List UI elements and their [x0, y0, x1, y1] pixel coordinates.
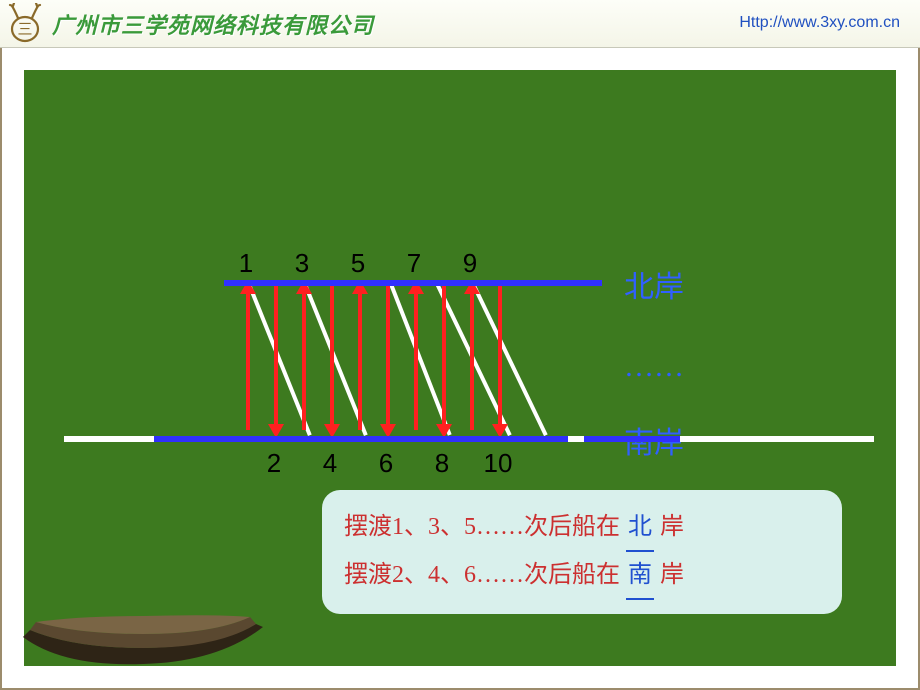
ferry-arrow — [274, 286, 278, 430]
ferry-arrow — [302, 286, 306, 430]
ellipsis-label: …… — [624, 350, 684, 384]
answer-line-1-suffix: 岸 — [660, 514, 684, 540]
answer-line-1: 摆渡1、3、5……次后船在 北 岸 — [344, 504, 820, 552]
svg-text:三: 三 — [17, 22, 32, 38]
trip-number-label: 6 — [379, 448, 393, 479]
answer-line-2: 摆渡2、4、6……次后船在 南 岸 — [344, 552, 820, 600]
diagram-stage: 北岸 南岸 …… 摆渡1、3、5……次后船在 北 岸 摆渡2、4、6……次后船在… — [24, 70, 896, 666]
trip-number-label: 5 — [351, 248, 365, 279]
answer-line-2-prefix: 摆渡2、4、6……次后船在 — [344, 562, 620, 588]
answer-blank-2: 南 — [626, 552, 654, 600]
ferry-arrow — [330, 286, 334, 430]
answer-line-2-suffix: 岸 — [660, 562, 684, 588]
trip-number-label: 8 — [435, 448, 449, 479]
ferry-arrow — [246, 286, 250, 430]
company-name: 广州市三学苑网络科技有限公司 — [52, 8, 374, 40]
logo-icon: 三 — [4, 3, 46, 45]
white-diagonal — [470, 280, 548, 436]
answer-box: 摆渡1、3、5……次后船在 北 岸 摆渡2、4、6……次后船在 南 岸 — [322, 490, 842, 614]
ferry-arrow — [386, 286, 390, 430]
answer-line-1-prefix: 摆渡1、3、5……次后船在 — [344, 514, 620, 540]
trip-number-label: 10 — [484, 448, 513, 479]
trip-number-label: 3 — [295, 248, 309, 279]
north-bank-label: 北岸 — [624, 262, 684, 306]
north-bank-line — [224, 280, 602, 286]
answer-blank-1: 北 — [626, 504, 654, 552]
ferry-arrow — [414, 286, 418, 430]
boat-icon — [18, 582, 268, 672]
header-bar: 三 广州市三学苑网络科技有限公司 Http://www.3xy.com.cn — [0, 0, 920, 48]
site-url: Http://www.3xy.com.cn — [739, 14, 900, 32]
trip-number-label: 2 — [267, 448, 281, 479]
trip-number-label: 9 — [463, 248, 477, 279]
ferry-arrow — [498, 286, 502, 430]
slide-frame: 北岸 南岸 …… 摆渡1、3、5……次后船在 北 岸 摆渡2、4、6……次后船在… — [0, 48, 920, 690]
south-bank-line-a — [154, 436, 568, 442]
trip-number-label: 1 — [239, 248, 253, 279]
south-bank-line-b — [584, 436, 680, 442]
ferry-arrow — [358, 286, 362, 430]
trip-number-label: 7 — [407, 248, 421, 279]
ferry-arrow — [470, 286, 474, 430]
trip-number-label: 4 — [323, 448, 337, 479]
ferry-arrow — [442, 286, 446, 430]
